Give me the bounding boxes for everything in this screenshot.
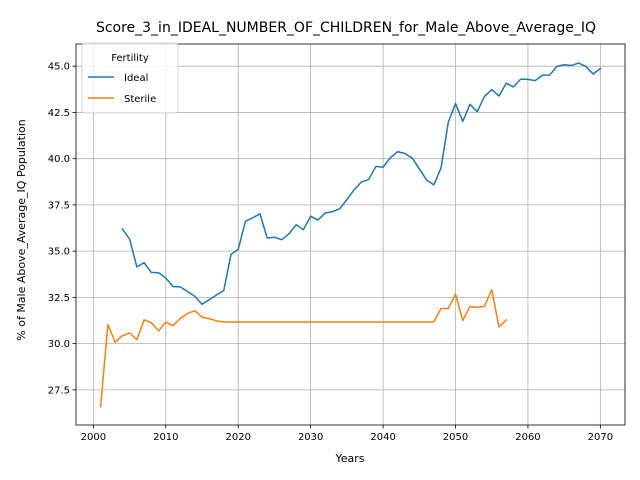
chart-title: Score_3_in_IDEAL_NUMBER_OF_CHILDREN_for_… (96, 20, 596, 36)
x-tick-label: 2040 (370, 432, 395, 443)
legend-label-ideal: Ideal (124, 73, 148, 84)
legend-title: Fertility (111, 53, 149, 64)
x-tick-label: 2070 (588, 432, 613, 443)
x-tick-label: 2010 (153, 432, 178, 443)
y-tick-label: 37.5 (48, 200, 70, 211)
legend-label-sterile: Sterile (124, 94, 156, 105)
x-tick-label: 2030 (298, 432, 323, 443)
y-axis-label: % of Male Above_Average_IQ Population (15, 119, 28, 341)
y-tick-label: 30.0 (48, 339, 70, 350)
series-line-ideal (121, 62, 602, 305)
series-lines (99, 62, 602, 408)
legend-entries: Ideal Sterile (88, 73, 156, 105)
x-tick-label: 2000 (81, 432, 106, 443)
x-tick-label: 2050 (443, 432, 468, 443)
y-tick-label: 35.0 (48, 247, 70, 258)
plot-frame (75, 43, 626, 426)
series-line-sterile (99, 288, 508, 408)
x-tick-label: 2060 (515, 432, 540, 443)
y-tick-label: 45.0 (48, 62, 70, 73)
y-tick-label: 32.5 (48, 293, 70, 304)
legend: Fertility Ideal Sterile (81, 42, 179, 114)
x-tick-label: 2020 (226, 432, 251, 443)
x-axis-ticks: 2000 2010 2020 2030 2040 2050 2060 2070 (81, 425, 613, 443)
y-tick-label: 27.5 (48, 385, 70, 396)
y-tick-label: 42.5 (48, 108, 70, 119)
x-axis-label: Years (334, 452, 364, 465)
legend-box (81, 42, 179, 114)
y-axis-ticks: 27.5 30.0 32.5 35.0 37.5 40.0 42.5 45.0 (48, 62, 76, 396)
y-tick-label: 40.0 (48, 154, 70, 165)
grid (76, 44, 625, 425)
